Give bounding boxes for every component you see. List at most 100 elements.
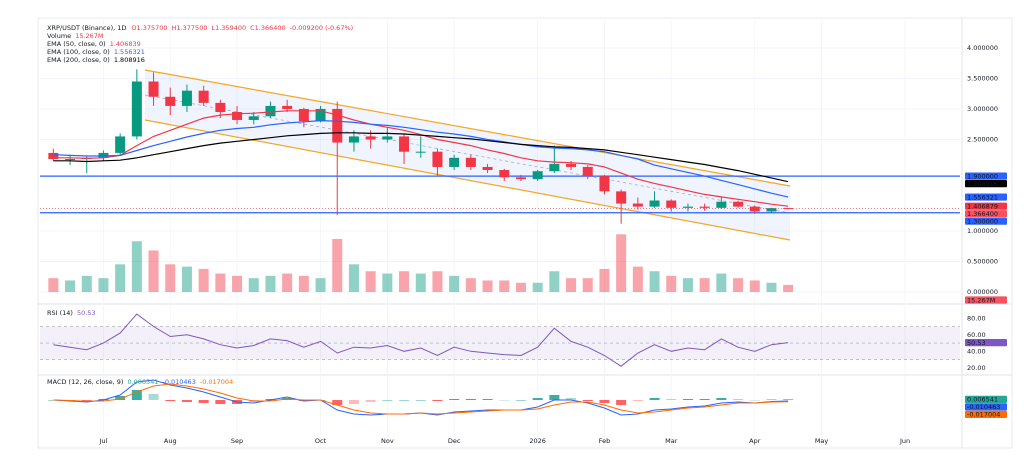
volume-bar [332, 238, 343, 292]
candle-body [616, 191, 627, 204]
volume-bar [515, 282, 526, 292]
candle-body [599, 176, 610, 192]
candle-body [298, 108, 309, 122]
macd-histogram-bar [666, 399, 677, 400]
macd-histogram-bar [582, 400, 593, 401]
macd-histogram-bar [532, 398, 543, 400]
volume-bar [499, 280, 510, 292]
volume-bar [532, 282, 543, 292]
macd-histogram-bar [382, 400, 393, 401]
volume-bar [449, 275, 460, 292]
high-label: H1.377500 [172, 24, 208, 32]
series-line [53, 383, 789, 415]
macd-histogram-bar [649, 398, 660, 400]
volume-bar [181, 266, 192, 292]
legend-line: RSI (14) 50.53 [47, 309, 96, 317]
candle-body [399, 136, 410, 152]
x-tick-label: Sep [231, 437, 243, 445]
candle-body [649, 200, 660, 207]
y-tick-label: 60.00 [967, 331, 986, 339]
y-tick-label: 2.500000 [967, 135, 998, 143]
macd-histogram-bar [348, 400, 359, 404]
axis-label: 50.53 [967, 339, 986, 347]
y-tick-label: 1.000000 [967, 227, 998, 235]
volume-bar [215, 273, 226, 292]
volume-bar [582, 278, 593, 292]
symbol: XRP/USDT (Binance), 1D [47, 24, 126, 32]
volume-bar [399, 271, 410, 292]
series-line [53, 119, 789, 198]
y-tick-label: 0.000000 [967, 288, 998, 296]
candle-body [148, 81, 159, 97]
legend-value: 1.556321 [114, 48, 145, 56]
candle-body [382, 136, 393, 140]
macd-histogram-bar [716, 398, 727, 400]
x-tick-label: Jul [99, 437, 108, 445]
candle-body [65, 159, 76, 161]
macd-histogram-bar [616, 400, 627, 405]
volume-bar [749, 280, 760, 292]
volume-bar [131, 241, 142, 292]
axis-label: 1.300000 [967, 217, 998, 225]
candle-body [733, 201, 744, 207]
candle-body [232, 112, 243, 120]
candle-body [348, 136, 359, 143]
volume-bar [699, 278, 710, 292]
close-label: C1.366400 [250, 24, 286, 32]
change-label: -0.009200 (-0.67%) [290, 24, 354, 32]
x-tick-label: Nov [381, 437, 394, 445]
volume-bar [48, 278, 59, 292]
grid [40, 20, 960, 446]
candle-body [532, 171, 543, 180]
macd-histogram-bar [566, 398, 577, 400]
volume-bar [432, 271, 443, 292]
axis-label: 1.808916 [967, 180, 998, 188]
x-tick-label: 2026 [529, 437, 546, 445]
candle-body [131, 81, 142, 137]
macd-histogram-bar [181, 400, 192, 402]
macd-histogram-bar [515, 400, 526, 401]
axis-label-box [965, 403, 1007, 411]
volume-bar [382, 273, 393, 292]
price-legend: XRP/USDT (Binance), 1D O1.375700 H1.377500… [47, 24, 353, 386]
macd-histogram-bar [148, 394, 159, 400]
volume-bar [315, 278, 326, 292]
candle-body [165, 96, 176, 106]
y-tick-label: 3.000000 [967, 105, 998, 113]
macd-histogram-bar [81, 400, 92, 401]
legend-name: EMA (50, close, 0) [47, 40, 106, 48]
open-label: O1.375700 [131, 24, 167, 32]
candle-body [465, 157, 476, 167]
legend-name: EMA (200, close, 0) [47, 56, 110, 64]
channel-midline [144, 94, 791, 214]
legend-line: EMA (50, close, 0) 1.406839 [47, 40, 141, 48]
y-tick-label: 80.00 [967, 314, 986, 322]
candle-body [582, 166, 593, 177]
candle-body [415, 151, 426, 153]
macd-histogram-bar [48, 400, 59, 401]
candle-body [482, 166, 493, 170]
legend-value: -0.010463 [162, 378, 195, 386]
candle-body [265, 105, 276, 117]
candle-body [282, 105, 293, 109]
macd-histogram-bar [499, 400, 510, 401]
volume-bar [115, 264, 126, 292]
macd-histogram-bar [332, 400, 343, 405]
macd-histogram-bar [165, 400, 176, 401]
volume-bar [248, 278, 259, 292]
low-label: L1.359400 [211, 24, 246, 32]
volume-bar [682, 278, 693, 292]
macd-title: MACD (12, 26, close, 9) [47, 378, 123, 386]
legend-value: 1.808916 [114, 56, 145, 64]
axis-label: 1.900000 [967, 172, 998, 180]
macd-histogram-bar [449, 399, 460, 400]
axis-label: 1.366400 [967, 210, 998, 218]
volume-bar [716, 273, 727, 292]
candle-body [682, 206, 693, 208]
volume-bar [482, 280, 493, 292]
volume-bar [265, 275, 276, 292]
candle-body [699, 206, 710, 208]
macd-histogram-bar [733, 399, 744, 400]
